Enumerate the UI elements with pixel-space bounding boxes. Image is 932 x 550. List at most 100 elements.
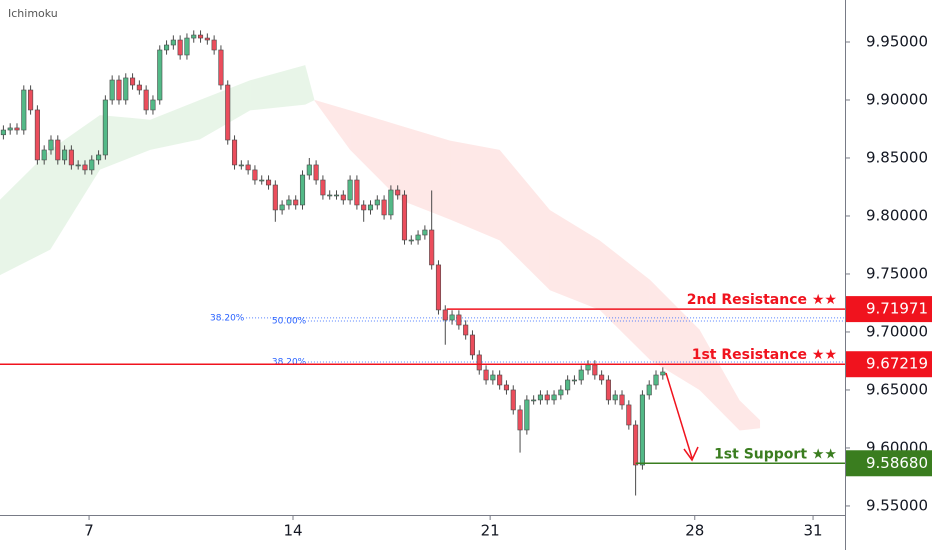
candle-body: [327, 194, 333, 197]
candle-body: [293, 199, 299, 206]
y-tick-label: 9.55000: [866, 496, 928, 514]
candle-body: [483, 369, 489, 381]
candle-body: [123, 77, 129, 101]
candle-body: [524, 399, 530, 431]
level-label: 2nd Resistance ★★: [687, 292, 837, 308]
cloud-segment: [250, 65, 306, 111]
candle-body: [592, 364, 598, 376]
candle-body: [340, 194, 346, 201]
candle-body: [626, 404, 632, 426]
cloud-segment: [549, 210, 600, 310]
candle-body: [653, 374, 659, 386]
candle-body: [612, 394, 618, 401]
candle-body: [299, 174, 306, 206]
candle-body: [130, 77, 136, 86]
arrow: [665, 372, 693, 459]
candle-body: [633, 424, 639, 466]
candle-body: [14, 127, 20, 131]
candle-body: [551, 394, 557, 401]
candle-body: [463, 324, 469, 336]
candle-body: [21, 89, 27, 131]
candle-body: [435, 264, 442, 311]
candle-body: [164, 44, 170, 51]
candle-body: [191, 34, 197, 39]
candle-body: [252, 169, 258, 181]
level-label: 1st Resistance ★★: [692, 347, 837, 363]
candle-body: [517, 409, 523, 431]
candle-body: [320, 179, 326, 196]
cloud-segment: [450, 140, 500, 241]
candle-body: [605, 379, 611, 401]
candle-body: [177, 39, 183, 56]
candle-body: [510, 389, 516, 411]
cloud-segment: [305, 65, 315, 105]
x-tick-label: 21: [481, 522, 500, 540]
fib-label: 50.00%: [272, 316, 307, 326]
candle-body: [34, 109, 40, 161]
candle-body: [184, 37, 190, 56]
candle-body: [367, 204, 374, 211]
cloud-segment: [314, 99, 351, 150]
candle-body: [150, 99, 156, 111]
price-tag: [846, 450, 932, 477]
cloud-segment: [399, 125, 451, 220]
candle-body: [41, 149, 47, 161]
candle-body: [48, 139, 54, 151]
candle-body: [109, 79, 115, 101]
x-tick-label: 7: [84, 522, 94, 540]
price-tag-layer: 9.71971 9.67219 9.58680: [846, 296, 932, 477]
price-tag: [846, 296, 932, 323]
level-layer: 2nd Resistance ★★ 1st Resistance ★★ 1st Su…: [0, 292, 845, 465]
candle-body: [388, 189, 394, 216]
candle-body: [565, 379, 571, 391]
candle-body: [75, 164, 81, 167]
candle-body: [395, 189, 401, 196]
candle-body: [531, 399, 537, 402]
cloud-segment: [99, 115, 151, 170]
candle-body: [578, 369, 584, 381]
candle-body: [354, 179, 360, 206]
y-tick-label: 9.85000: [866, 148, 928, 166]
candle-body: [96, 154, 102, 161]
candle-body: [347, 179, 353, 201]
candle-body: [225, 84, 231, 141]
y-tick-label: 9.70000: [866, 322, 928, 340]
candle-body: [490, 374, 496, 381]
level-label: 1st Support ★★: [714, 446, 837, 462]
cloud-segment: [50, 115, 100, 250]
candle-body: [211, 39, 217, 51]
candle-body: [381, 199, 387, 216]
cloud-segment: [350, 110, 400, 200]
chart-title: Ichimoku: [8, 7, 58, 20]
candle-body: [361, 204, 367, 211]
candle-body: [272, 184, 278, 211]
candle-body: [558, 389, 564, 396]
candle-body: [62, 149, 68, 161]
candle-body: [313, 164, 319, 181]
candle-body: [503, 384, 509, 391]
candle-body: [143, 89, 149, 111]
candle-body: [599, 374, 605, 381]
x-tick-label: 28: [685, 522, 704, 540]
candle-layer: [0, 30, 666, 496]
candle-body: [204, 37, 210, 41]
candle-body: [442, 309, 448, 321]
cloud-segment: [499, 149, 550, 291]
candle-body: [408, 239, 414, 242]
candle-body: [170, 39, 176, 46]
candle-body: [449, 314, 455, 321]
axis-layer: 9.550009.600009.650009.700009.750009.800…: [84, 32, 928, 539]
candle-body: [28, 89, 34, 111]
candle-body: [279, 204, 285, 211]
candle-body: [82, 164, 88, 171]
candle-body: [102, 99, 108, 156]
candle-body: [422, 229, 428, 236]
candle-body: [55, 139, 61, 161]
candle-body: [306, 164, 312, 176]
candle-body: [476, 354, 482, 371]
y-tick-label: 9.95000: [866, 32, 928, 50]
cloud-segment: [599, 240, 650, 360]
candle-body: [619, 394, 625, 406]
